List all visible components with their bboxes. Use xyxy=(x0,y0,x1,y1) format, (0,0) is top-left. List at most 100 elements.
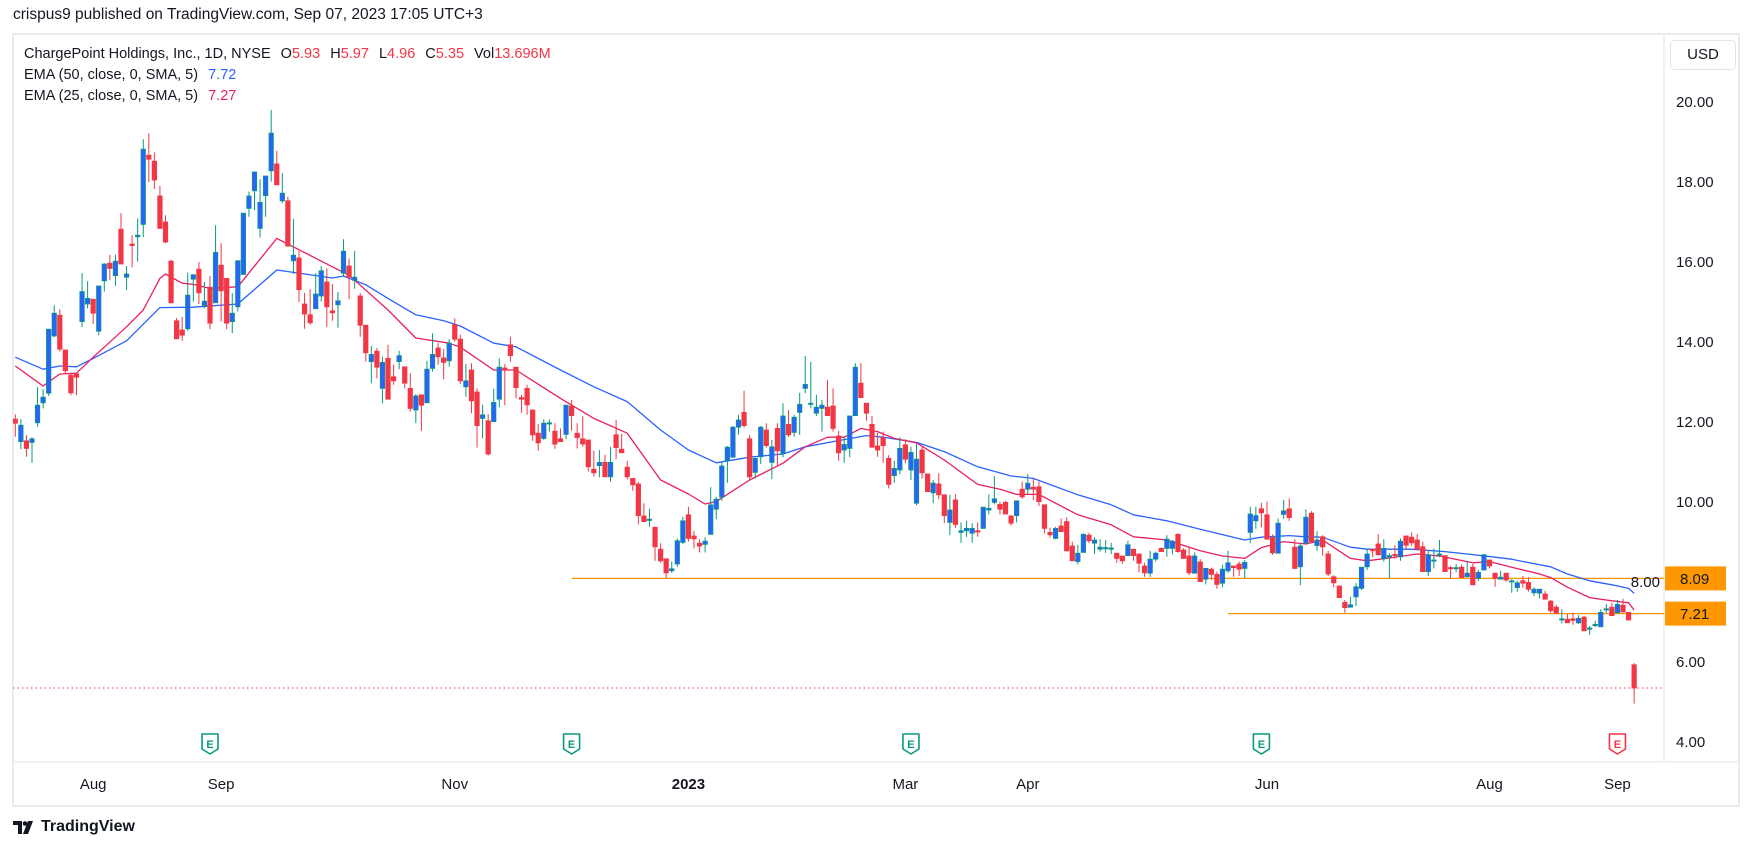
level-price-label: 7.21 xyxy=(1680,606,1709,623)
open-label: O xyxy=(280,46,292,62)
candle-down xyxy=(785,410,792,438)
earnings-marker[interactable]: E xyxy=(1252,733,1271,755)
candle-down xyxy=(468,363,475,414)
volume-value: 13.696M xyxy=(494,46,551,62)
candle-body xyxy=(863,402,870,414)
candle-body xyxy=(1286,508,1292,518)
candle-body xyxy=(1036,486,1042,502)
candle-up xyxy=(429,333,436,372)
earnings-marker[interactable]: E xyxy=(201,733,219,755)
candle-body xyxy=(123,273,130,278)
candle-up xyxy=(1097,539,1103,552)
candle-up xyxy=(246,191,252,217)
candle-body xyxy=(1498,576,1504,580)
candle-body xyxy=(735,419,742,428)
candle-down xyxy=(1236,561,1242,576)
candle-body xyxy=(229,312,235,323)
candle-body xyxy=(374,350,380,368)
candle-down xyxy=(663,558,669,579)
candle-up xyxy=(268,110,274,182)
candle-body xyxy=(485,420,491,455)
price-tick-label: 14.00 xyxy=(1676,334,1714,351)
ema25-row[interactable]: EMA (25, close, 0, SMA, 5) 7.27 xyxy=(24,86,551,107)
candle-down xyxy=(218,243,224,322)
candle-up xyxy=(279,173,285,204)
candle-up xyxy=(1509,579,1515,593)
candle-down xyxy=(301,292,308,329)
candle-up xyxy=(1297,543,1303,586)
candle-body xyxy=(1587,627,1593,630)
candle-down xyxy=(57,309,63,352)
candle-up xyxy=(496,358,502,408)
candle-body xyxy=(1459,566,1465,579)
candle-body xyxy=(724,446,730,462)
candle-body xyxy=(174,320,180,340)
candle-body xyxy=(1219,568,1226,584)
candle-body xyxy=(591,468,597,474)
candle-up xyxy=(229,293,235,334)
candle-up xyxy=(1431,548,1437,569)
candle-body xyxy=(841,443,847,451)
candle-down xyxy=(658,543,664,563)
candle-down xyxy=(502,364,508,406)
candle-body xyxy=(963,528,970,532)
currency-button[interactable]: USD xyxy=(1670,40,1736,70)
candle-down xyxy=(1470,564,1476,586)
ema50-line xyxy=(15,269,1635,594)
candle-body xyxy=(702,540,708,545)
candle-down xyxy=(535,424,541,451)
candle-up xyxy=(1514,580,1520,592)
candle-down xyxy=(1325,550,1331,576)
candle-up xyxy=(1347,596,1354,608)
candle-up xyxy=(813,394,819,416)
tradingview-logo[interactable]: TradingView xyxy=(13,818,135,836)
earnings-marker[interactable]: E xyxy=(902,733,920,755)
candle-down xyxy=(324,268,330,327)
candle-body xyxy=(1153,552,1159,560)
candle-down xyxy=(975,522,981,537)
ema50-row[interactable]: EMA (50, close, 0, SMA, 5) 7.72 xyxy=(24,65,551,86)
candle-up xyxy=(897,437,903,475)
candle-up xyxy=(463,364,469,397)
candle-up xyxy=(819,400,825,432)
candle-body xyxy=(274,163,280,186)
candle-up xyxy=(1381,539,1387,562)
candle-body xyxy=(491,401,497,422)
candle-down xyxy=(90,298,96,324)
candle-body xyxy=(630,477,636,486)
candle-body xyxy=(785,423,792,436)
candle-up xyxy=(1353,583,1359,606)
candle-up xyxy=(51,305,57,338)
candle-body xyxy=(1470,566,1476,586)
candle-body xyxy=(952,499,959,525)
candle-body xyxy=(546,422,552,425)
candle-body xyxy=(240,212,246,275)
candle-body xyxy=(1575,618,1582,624)
candle-up xyxy=(724,446,730,483)
candle-body xyxy=(752,457,758,473)
candle-body xyxy=(619,448,625,454)
candle-body xyxy=(1075,552,1081,563)
candle-body xyxy=(880,437,886,447)
candle-down xyxy=(1058,518,1064,532)
candle-body xyxy=(1536,588,1543,594)
candle-body xyxy=(902,444,908,460)
candle-body xyxy=(29,438,35,443)
candle-down xyxy=(346,258,352,300)
candle-up xyxy=(930,480,936,504)
candle-body xyxy=(218,264,224,292)
time-tick-label: Aug xyxy=(1476,776,1503,793)
candle-body xyxy=(413,395,419,411)
earnings-marker[interactable]: E xyxy=(562,733,581,755)
candle-body xyxy=(1614,604,1621,614)
candle-body xyxy=(518,397,525,400)
candle-up xyxy=(1103,540,1109,553)
candle-up xyxy=(1192,552,1198,574)
earnings-marker[interactable]: E xyxy=(1608,733,1627,755)
candle-body xyxy=(980,506,986,529)
candle-body xyxy=(385,357,391,400)
candle-down xyxy=(585,439,591,472)
earnings-label: E xyxy=(907,739,914,751)
candle-body xyxy=(836,435,842,454)
